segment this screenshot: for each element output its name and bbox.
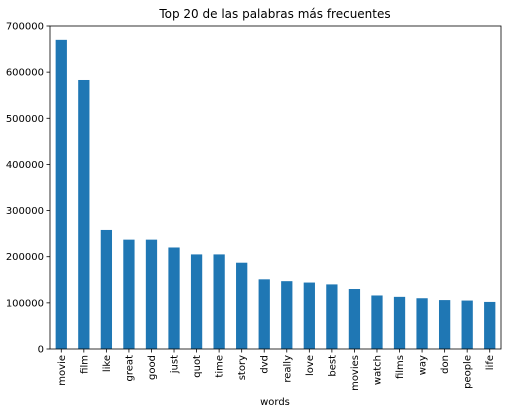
x-tick-label: watch: [372, 355, 383, 385]
x-tick-label: film: [79, 355, 90, 374]
bar-dvd: [258, 279, 270, 349]
x-tick-label: films: [395, 355, 406, 379]
plot-area: [49, 25, 502, 350]
bar-time: [213, 254, 225, 349]
x-tick-label: great: [124, 355, 135, 382]
y-tick-label: 400000: [6, 160, 44, 171]
x-axis: movie film like great good just quot time story d…: [57, 349, 496, 391]
x-tick-label: don: [440, 355, 451, 374]
x-axis-label: words: [260, 397, 290, 408]
x-tick-label: movies: [350, 355, 361, 391]
bar-quot: [190, 254, 203, 349]
x-tick-label: life: [485, 355, 496, 370]
bar-movie: [55, 39, 67, 349]
bar-way: [416, 298, 428, 349]
x-tick-label: like: [102, 355, 113, 372]
y-tick-label: 100000: [6, 298, 44, 309]
bar-don: [438, 300, 451, 349]
y-tick-label: 300000: [6, 206, 44, 217]
y-tick-label: 700000: [6, 22, 44, 33]
x-tick-label: way: [418, 355, 429, 375]
x-tick-label: just: [170, 355, 181, 374]
bar-just: [168, 247, 180, 349]
bar-movies: [348, 289, 361, 349]
x-tick-label: love: [305, 355, 316, 376]
y-tick-label: 200000: [6, 252, 44, 263]
bar-people: [461, 300, 473, 349]
bar-good: [145, 239, 158, 349]
bar-story: [236, 262, 248, 349]
y-tick-label: 600000: [6, 68, 44, 79]
x-tick-label: time: [215, 355, 226, 378]
bar-films: [393, 296, 406, 349]
x-tick-label: best: [327, 355, 338, 377]
bar-film: [78, 79, 90, 349]
x-tick-label: really: [282, 355, 293, 383]
bar-love: [303, 282, 315, 349]
x-tick-label: quot: [192, 355, 203, 378]
y-axis: 0 100000 200000 300000 400000 500000 600000 700…: [6, 22, 50, 356]
x-tick-label: movie: [57, 355, 68, 386]
bar-like: [100, 229, 113, 349]
x-tick-label: story: [237, 355, 248, 380]
x-tick-label: good: [147, 355, 158, 380]
chart-title: Top 20 de las palabras más frecuentes: [158, 7, 390, 21]
bar-life: [484, 301, 496, 349]
bar-watch: [371, 295, 383, 349]
x-tick-label: dvd: [260, 355, 271, 374]
x-tick-label: people: [463, 355, 474, 389]
bar-best: [326, 284, 338, 349]
bar-really: [281, 281, 293, 349]
y-tick-label: 500000: [6, 114, 44, 125]
y-tick-label: 0: [38, 345, 44, 356]
bar-great: [123, 239, 135, 349]
plot-frame: [49, 25, 502, 350]
